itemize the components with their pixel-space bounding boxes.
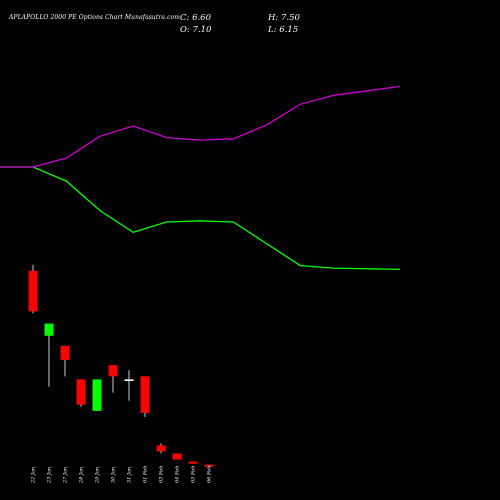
candle-body-10 [172,453,182,460]
candle-body-4 [76,379,86,405]
candle-body-3 [60,345,70,361]
candle-body-7 [124,379,134,381]
candle-body-8 [140,376,150,413]
chart-title: APLAPOLLO 2000 PE Options Chart Munafasu… [9,14,181,21]
low-readout: L: 6.15 [268,25,299,35]
x-tick-label: 28 Jan [79,467,85,484]
high-readout: H: 7.50 [268,13,300,23]
x-tick-label: 29 Jan [95,467,101,484]
candle-body-9 [156,445,166,452]
open-readout: O: 7.10 [180,25,212,35]
close-readout: C: 6.60 [180,13,211,23]
candle-body-2 [44,323,54,336]
x-tick-label: 06 Feb [207,466,213,483]
x-tick-label: 30 Jan [111,467,117,483]
x-tick-label: 03 Feb [159,466,165,483]
x-tick-label: 05 Feb [191,466,197,483]
series-line-1 [0,166,401,271]
candle-body-1 [28,270,38,312]
x-tick-label: 22 Jan [31,467,37,484]
x-tick-label: 27 Jan [63,467,69,484]
candle-body-5 [92,379,102,411]
x-tick-label: 04 Feb [175,466,181,483]
x-tick-label: 01 Feb [143,466,149,483]
x-tick-label: 31 Jan [127,467,133,483]
candle-body-6 [108,365,118,377]
x-tick-label: 23 Jan [47,467,53,484]
series-line-2 [0,85,401,168]
candle-body-12 [204,464,214,467]
candle-body-11 [188,461,198,464]
